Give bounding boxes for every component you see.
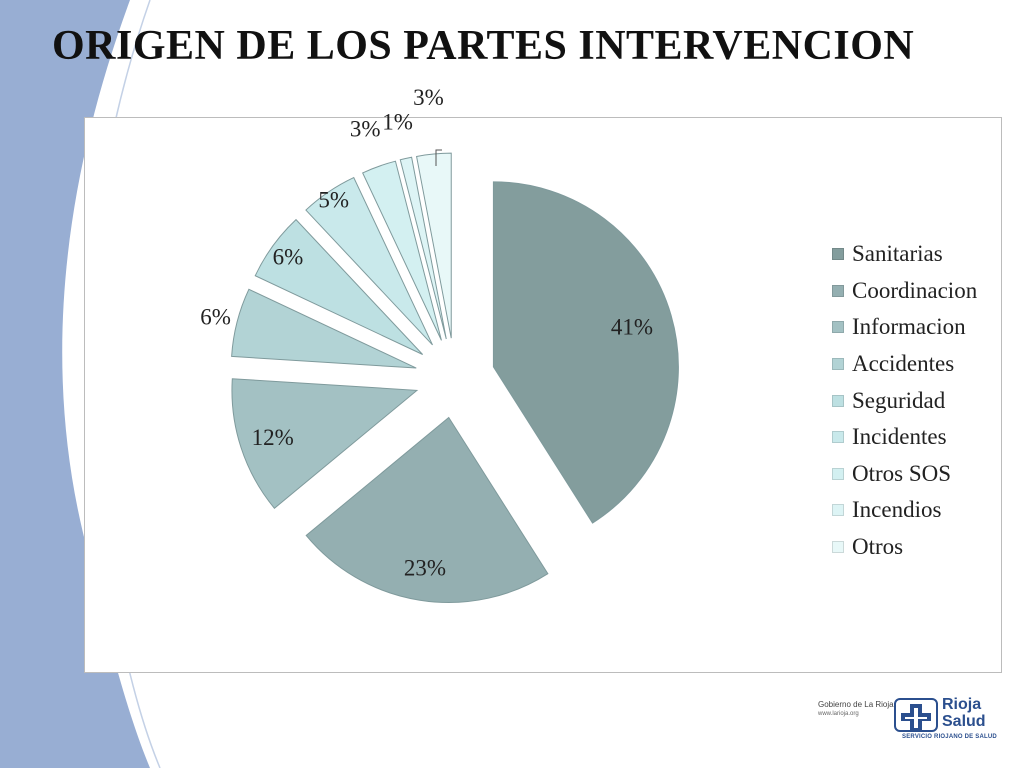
legend-item-otros: Otros [832, 529, 977, 566]
page-title: ORIGEN DE LOS PARTES INTERVENCION [52, 23, 915, 69]
legend-item-sanitarias: Sanitarias [832, 236, 977, 273]
legend-label: Otros SOS [852, 460, 952, 486]
legend-item-incendios: Incendios [832, 492, 977, 529]
legend-swatch [832, 431, 844, 444]
legend-item-seguridad: Seguridad [832, 382, 977, 419]
legend-swatch [832, 467, 844, 480]
legend-swatch [832, 504, 844, 517]
legend-swatch [832, 394, 844, 407]
data-label-accidentes: 6% [200, 305, 231, 330]
brand-name-line2: Salud [942, 713, 986, 730]
brand-subtitle: SERVICIO RIOJANO DE SALUD [902, 734, 997, 740]
pie-slice-sanitarias [492, 181, 679, 524]
legend-label: Sanitarias [852, 241, 943, 267]
pie-slice-coordinacion [305, 416, 549, 603]
legend-swatch [832, 284, 844, 297]
data-label-informacion: 12% [252, 425, 294, 450]
legend-swatch [832, 248, 844, 261]
data-label-seguridad: 6% [273, 245, 304, 270]
gov-url: www.larioja.org [818, 711, 859, 717]
pie-data-labels: 41% 23% 12% 6% 6% 5% 3% 1%3% [200, 85, 653, 580]
legend-item-otros-sos: Otros SOS [832, 456, 977, 493]
chart-legend: Sanitarias Coordinacion Informacion Acciden… [832, 236, 977, 565]
legend-item-incidentes: Incidentes [832, 419, 977, 456]
data-label-otros: 3% [413, 85, 444, 110]
data-label-coordinacion: 23% [404, 555, 446, 580]
pie-slice-otros-sos [362, 160, 442, 341]
brand-name-line1: Rioja [942, 696, 982, 713]
legend-label: Incendios [852, 497, 942, 523]
leader-line [435, 149, 442, 166]
footer-logos: Gobierno de La Rioja www.larioja.org Rio… [816, 694, 1006, 750]
gov-logo-text: Gobierno de La Rioja [818, 700, 894, 709]
legend-label: Otros [852, 534, 904, 560]
pie-slice-incendios [399, 156, 447, 340]
legend-label: Coordinacion [852, 277, 978, 303]
legend-swatch [832, 541, 844, 554]
legend-label: Accidentes [852, 351, 955, 377]
data-label-incidentes: 5% [318, 188, 349, 213]
legend-label: Informacion [852, 314, 966, 340]
legend-label: Incidentes [852, 424, 947, 450]
pie-slice-accidentes [231, 288, 417, 369]
pie-slice-otros [415, 152, 452, 339]
pie-slice-seguridad [254, 218, 424, 355]
legend-item-coordinacion: Coordinacion [832, 273, 977, 310]
pie-slice-informacion [231, 378, 419, 509]
legend-label: Seguridad [852, 387, 946, 413]
legend-item-accidentes: Accidentes [832, 346, 977, 383]
pie-slice-incidentes [305, 176, 433, 346]
legend-swatch [832, 358, 844, 371]
legend-swatch [832, 321, 844, 334]
data-label-sanitarias: 41% [611, 315, 653, 340]
data-label-incendios: 1% [382, 109, 413, 134]
rioja-salud-logo-icon [894, 698, 938, 732]
pie-slices [231, 152, 679, 603]
left-accent-band [0, 0, 150, 768]
data-label-otros-sos: 3% [350, 117, 381, 142]
legend-item-informacion: Informacion [832, 309, 977, 346]
